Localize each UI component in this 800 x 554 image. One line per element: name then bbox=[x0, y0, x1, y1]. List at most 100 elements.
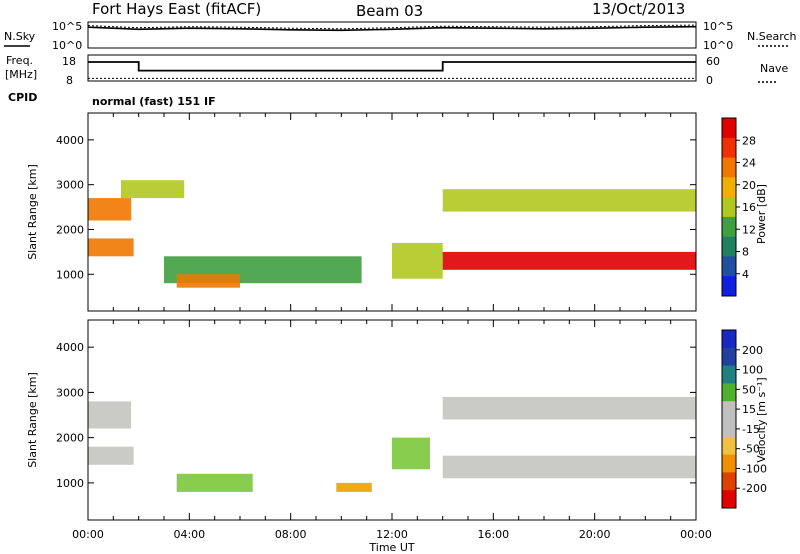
nsearch-label: N.Search bbox=[747, 30, 797, 43]
noise-tick-left-bottom: 10^0 bbox=[52, 39, 82, 52]
freq-strip: Freq. [MHz] 18 8 60 0 Nave CPID normal (… bbox=[5, 54, 788, 108]
colorbar-segment bbox=[722, 454, 736, 473]
freq-strip-frame bbox=[87, 54, 697, 82]
nsky-label: N.Sky bbox=[4, 30, 36, 43]
noise-tick-left-top: 10^5 bbox=[52, 20, 82, 33]
noise-tick-right-top: 10^5 bbox=[703, 20, 733, 33]
echo-region bbox=[392, 242, 443, 279]
colorbar-tick-label: -15 bbox=[742, 423, 760, 436]
colorbar-segment bbox=[722, 216, 736, 238]
time-tick-label: 12:00 bbox=[376, 528, 408, 541]
velocity-colorbar: Velocity [m s⁻¹] 200 100 50 15 -15 -50 -100 -20… bbox=[721, 329, 768, 509]
velocity-x-axis bbox=[87, 320, 697, 520]
colorbar-segment bbox=[722, 177, 736, 198]
colorbar-tick-label: -50 bbox=[742, 443, 760, 456]
y-tick-label: 4000 bbox=[56, 341, 84, 354]
power-panel: 1000 2000 3000 4000 Slant Range [km] bbox=[26, 112, 697, 312]
colorbar-segment bbox=[722, 256, 736, 277]
nave-label: Nave bbox=[760, 62, 788, 75]
colorbar-tick-label: 8 bbox=[742, 246, 749, 259]
time-tick-label: 08:00 bbox=[275, 528, 307, 541]
colorbar-segment bbox=[722, 401, 736, 420]
colorbar-tick-label: 24 bbox=[742, 157, 756, 170]
echo-region bbox=[442, 189, 696, 212]
beam-label: Beam 03 bbox=[356, 2, 423, 20]
echo-region bbox=[88, 446, 134, 465]
freq-unit: [MHz] bbox=[5, 68, 37, 81]
noise-tick-right-bottom: 10^0 bbox=[703, 39, 733, 52]
freq-label: Freq. bbox=[6, 54, 33, 67]
noise-strip: N.Sky 10^5 10^0 10^5 10^0 N.Search bbox=[4, 20, 797, 52]
echo-region bbox=[442, 251, 696, 270]
echo-region bbox=[442, 396, 696, 420]
nsearch-series-line bbox=[87, 24, 697, 30]
colorbar-segment bbox=[722, 365, 736, 384]
time-tick-labels: 00:00 04:00 08:00 12:00 16:00 20:00 00:00 bbox=[72, 528, 712, 541]
power-echo-layer bbox=[88, 180, 696, 288]
plot-title: Fort Hays East (fitACF) bbox=[92, 0, 261, 18]
echo-region bbox=[88, 401, 132, 429]
colorbar-segment bbox=[722, 236, 736, 257]
time-tick-label: 20:00 bbox=[579, 528, 611, 541]
power-y-label: Slant Range [km] bbox=[26, 164, 39, 260]
echo-region bbox=[88, 238, 134, 257]
echo-region bbox=[176, 473, 253, 492]
power-y-axis: 1000 2000 3000 4000 bbox=[56, 134, 696, 281]
y-tick-label: 4000 bbox=[56, 134, 84, 147]
nave-tick-top: 60 bbox=[706, 55, 720, 68]
date-label: 13/Oct/2013 bbox=[592, 0, 685, 18]
colorbar-tick-label: -100 bbox=[742, 462, 767, 475]
colorbar-segment bbox=[722, 197, 736, 218]
echo-region bbox=[336, 482, 372, 492]
time-tick-label: 00:00 bbox=[72, 528, 104, 541]
colorbar-tick-label: 4 bbox=[742, 268, 749, 281]
time-tick-label: 00:00 bbox=[680, 528, 712, 541]
colorbar-segment bbox=[722, 490, 736, 509]
colorbar-tick-label: 20 bbox=[742, 179, 756, 192]
echo-region bbox=[176, 274, 240, 288]
colorbar-segment bbox=[722, 472, 736, 491]
colorbar-segment bbox=[722, 118, 736, 139]
cpid-label: CPID bbox=[8, 91, 37, 104]
colorbar-tick-label: 12 bbox=[742, 223, 756, 236]
echo-region bbox=[442, 455, 696, 479]
velocity-y-label: Slant Range [km] bbox=[26, 372, 39, 468]
colorbar-segment bbox=[722, 436, 736, 456]
colorbar-tick-label: 15 bbox=[742, 403, 756, 416]
x-axis-label: Time UT bbox=[368, 541, 414, 554]
power-colorbar-label: Power [dB] bbox=[755, 184, 768, 244]
y-tick-label: 2000 bbox=[56, 432, 84, 445]
y-tick-label: 1000 bbox=[56, 477, 84, 490]
power-colorbar: Power [dB] 28 24 20 16 12 8 4 bbox=[721, 117, 768, 297]
freq-tick-bottom: 8 bbox=[66, 74, 73, 87]
colorbar-segment bbox=[722, 157, 736, 178]
velocity-colorbar-label: Velocity [m s⁻¹] bbox=[755, 377, 768, 462]
nsky-series-line bbox=[87, 25, 697, 32]
colorbar-segment bbox=[722, 137, 736, 159]
cpid-text: normal (fast) 151 IF bbox=[92, 95, 216, 108]
freq-series-line bbox=[88, 61, 696, 72]
colorbar-tick-label: 200 bbox=[742, 344, 763, 357]
colorbar-segment bbox=[722, 419, 736, 438]
time-tick-label: 16:00 bbox=[477, 528, 509, 541]
y-tick-label: 3000 bbox=[56, 386, 84, 399]
echo-region bbox=[120, 180, 185, 199]
y-tick-label: 3000 bbox=[56, 179, 84, 192]
colorbar-tick-label: 16 bbox=[742, 201, 756, 214]
noise-strip-frame bbox=[87, 21, 697, 49]
echo-region bbox=[88, 198, 132, 221]
colorbar-tick-label: 100 bbox=[742, 364, 763, 377]
nave-tick-bottom: 0 bbox=[706, 74, 713, 87]
colorbar-segment bbox=[722, 347, 736, 367]
time-tick-label: 04:00 bbox=[173, 528, 205, 541]
velocity-y-axis: 1000 2000 3000 4000 bbox=[56, 341, 696, 490]
colorbar-tick-label: 28 bbox=[742, 134, 756, 147]
colorbar-tick-label: -200 bbox=[742, 482, 767, 495]
power-x-axis bbox=[87, 113, 697, 311]
echo-region bbox=[392, 437, 430, 470]
velocity-echo-layer bbox=[88, 396, 696, 492]
colorbar-frame bbox=[721, 329, 737, 509]
freq-tick-top: 18 bbox=[62, 55, 76, 68]
